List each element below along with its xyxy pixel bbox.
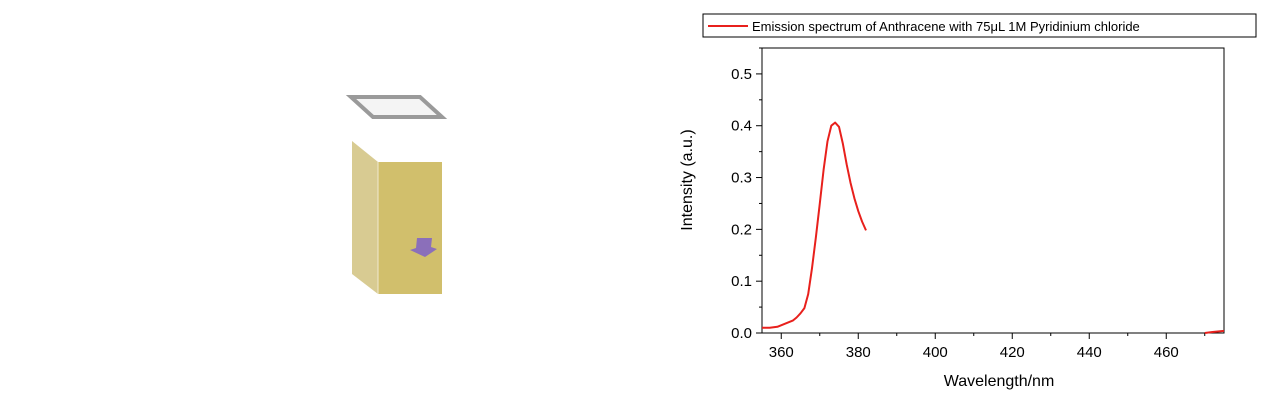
- series-line: [1204, 329, 1225, 334]
- x-axis: 360 380 400 420 440 460: [769, 333, 1206, 361]
- y-tick-label: 0.4: [731, 118, 752, 135]
- cuvette-side: [352, 141, 378, 294]
- x-tick-label: 360: [769, 344, 794, 361]
- x-tick-label: 440: [1077, 344, 1102, 361]
- chart: Emission spectrum of Anthracene with 75μ…: [679, 13, 1257, 390]
- legend-label: Emission spectrum of Anthracene with 75μ…: [752, 19, 1140, 34]
- cuvette-rim: [345, 95, 448, 119]
- y-tick-label: 0.2: [731, 221, 752, 238]
- series-line: [762, 121, 867, 329]
- arrow-icon: [410, 238, 437, 257]
- y-tick-label: 0.0: [731, 325, 752, 342]
- cuvette-icon: [345, 95, 448, 294]
- x-tick-label: 400: [923, 344, 948, 361]
- legend-box: [702, 13, 1257, 38]
- x-tick-label: 420: [1000, 344, 1025, 361]
- series-layer: [762, 121, 1225, 334]
- plot-frame: [761, 47, 1225, 334]
- x-axis-title: Wavelength/nm: [944, 373, 1055, 390]
- x-tick-label: 460: [1154, 344, 1179, 361]
- legend: Emission spectrum of Anthracene with 75μ…: [702, 13, 1257, 38]
- y-axis: 0.0 0.1 0.2 0.3 0.4 0.5: [731, 47, 762, 342]
- x-tick-label: 380: [846, 344, 871, 361]
- y-tick-label: 0.1: [731, 273, 752, 290]
- y-tick-label: 0.3: [731, 170, 752, 187]
- y-axis-title: Intensity (a.u.): [679, 129, 696, 230]
- cuvette-front: [378, 162, 442, 294]
- y-tick-label: 0.5: [731, 66, 752, 83]
